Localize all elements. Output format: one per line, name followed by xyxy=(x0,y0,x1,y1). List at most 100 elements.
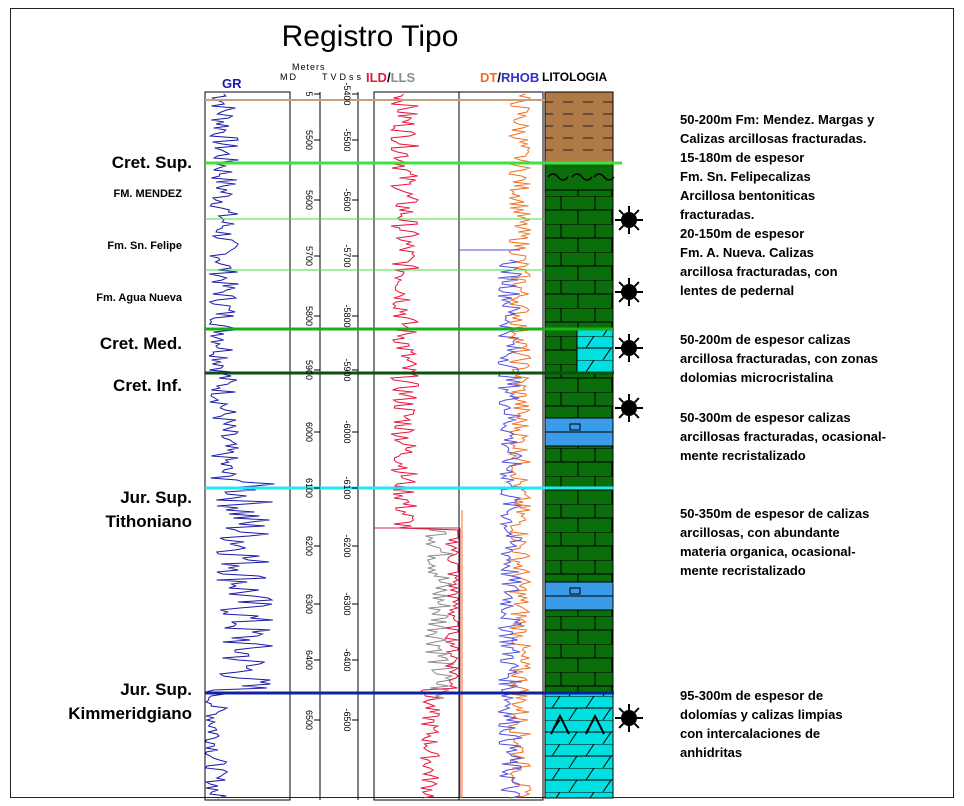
formation-label: Cret. Inf. xyxy=(113,376,182,395)
md-tick-label: 6300 xyxy=(304,594,314,614)
formation-label: Kimmeridgiano xyxy=(68,704,192,723)
ild-lls-slash: / xyxy=(386,70,391,85)
md-tick-label: 6400 xyxy=(304,650,314,670)
gr-track xyxy=(204,91,291,801)
sun-ray xyxy=(618,412,625,419)
tvdss-tick-label: -5700 xyxy=(342,244,352,267)
gr-curve xyxy=(204,93,275,799)
formation-label: Jur. Sup. xyxy=(120,680,192,699)
sun-ray xyxy=(618,337,625,344)
jur-limestone-2 xyxy=(544,609,614,694)
gr-header: GR xyxy=(222,76,242,91)
tvdss-tick-label: -6300 xyxy=(342,592,352,615)
tvdss-tick-label: -5500 xyxy=(342,128,352,151)
kimmeridgian-dolomite xyxy=(544,692,614,799)
sonic-density-track xyxy=(458,91,544,801)
sun-ray xyxy=(633,224,640,231)
tvdss-tick-label: -6100 xyxy=(342,476,352,499)
md-tick-label: 6500 xyxy=(304,710,314,730)
rhob-label: RHOB xyxy=(500,70,540,85)
cret-med-dolomite xyxy=(576,328,614,374)
dt-rhob-header: DT/RHOB xyxy=(480,70,539,85)
sun-ray xyxy=(633,209,640,216)
cret-inf-limestone xyxy=(544,372,614,419)
md-tick-label: 5800 xyxy=(304,306,314,326)
formation-description: 50-350m de espesor de calizas arcillosas… xyxy=(680,506,870,578)
dt-curve xyxy=(507,93,532,799)
sun-core xyxy=(621,710,637,726)
sun-ray xyxy=(618,224,625,231)
sun-ray xyxy=(618,209,625,216)
tvdss-tick-label: -5900 xyxy=(342,358,352,381)
sun-ray xyxy=(633,337,640,344)
figure-title: Registro Tipo xyxy=(281,20,459,53)
md-tick-label: 5600 xyxy=(304,190,314,210)
sun-ray xyxy=(633,296,640,303)
sun-symbol xyxy=(615,334,643,362)
lls-label: LLS xyxy=(390,70,416,85)
sun-ray xyxy=(633,281,640,288)
sun-ray xyxy=(633,707,640,714)
md-tick-label: 5700 xyxy=(304,246,314,266)
tvdss-tick-label: -6000 xyxy=(342,420,352,443)
formation-label: FM. MENDEZ xyxy=(113,188,182,200)
ild-curve xyxy=(389,93,460,799)
formation-description: 50-300m de espesor calizas arcillosas fr… xyxy=(680,410,886,463)
sun-core xyxy=(621,212,637,228)
formation-label: Fm. Agua Nueva xyxy=(96,292,182,304)
formation-label: Jur. Sup. xyxy=(120,488,192,507)
dt-label: DT xyxy=(480,70,498,85)
lls-curve xyxy=(424,529,455,701)
sun-core xyxy=(621,340,637,356)
md-header: MD xyxy=(280,72,298,82)
tvdss-tick-label: -6200 xyxy=(342,534,352,557)
litologia-header: LITOLOGIA xyxy=(542,70,608,84)
rhob-curve xyxy=(497,259,524,799)
sun-ray xyxy=(633,397,640,404)
tvdss-tick-label: -6500 xyxy=(342,708,352,731)
formation-label: Cret. Med. xyxy=(99,334,182,353)
mendez-base-layer xyxy=(544,163,614,191)
cret-med-limestone xyxy=(544,328,578,374)
tvdss-tick-label: -5800 xyxy=(342,304,352,327)
tvdss-tick-label: -5400 xyxy=(342,82,352,105)
sun-ray xyxy=(618,296,625,303)
ild-label: ILD xyxy=(366,70,387,85)
sun-ray xyxy=(633,722,640,729)
sun-symbol xyxy=(615,278,643,306)
jur-limestone xyxy=(544,445,614,583)
ild-lls-header: ILD/LLS xyxy=(366,70,415,85)
limestone-layer xyxy=(544,189,614,330)
anhydrite-symbol xyxy=(550,713,605,735)
sun-core xyxy=(621,284,637,300)
marl-layer xyxy=(544,91,614,165)
sun-ray xyxy=(618,352,625,359)
sun-ray xyxy=(618,707,625,714)
sun-ray xyxy=(633,412,640,419)
tvdss-tick-label: -6400 xyxy=(342,648,352,671)
sun-ray xyxy=(618,281,625,288)
ild-spike xyxy=(374,527,461,798)
dt-rhob-slash: / xyxy=(497,70,501,85)
sun-ray xyxy=(633,352,640,359)
md-tick-label: 5900 xyxy=(304,360,314,380)
md-tick-label: 6100 xyxy=(304,478,314,498)
sun-core xyxy=(621,400,637,416)
md-tick-label: 6000 xyxy=(304,422,314,442)
sun-symbol xyxy=(615,704,643,732)
tvdss-tick-label: -5600 xyxy=(342,188,352,211)
sun-ray xyxy=(618,722,625,729)
md-tick-label: 5 xyxy=(304,91,314,96)
formation-label: Fm. Sn. Felipe xyxy=(107,240,182,252)
formation-description: 50-200m Fm: Mendez. Margas y Calizas arc… xyxy=(680,112,875,298)
formation-description: 50-200m de espesor calizas arcillosa fra… xyxy=(680,332,878,385)
formation-label: Tithoniano xyxy=(105,512,192,531)
md-tick-label: 6200 xyxy=(304,536,314,556)
tvdss-header: TVDss xyxy=(322,72,364,82)
sun-symbol xyxy=(615,394,643,422)
md-tick-label: 5500 xyxy=(304,130,314,150)
sun-ray xyxy=(618,397,625,404)
blue-band-2-mark xyxy=(569,587,581,595)
meters-header: Meters xyxy=(292,62,326,72)
